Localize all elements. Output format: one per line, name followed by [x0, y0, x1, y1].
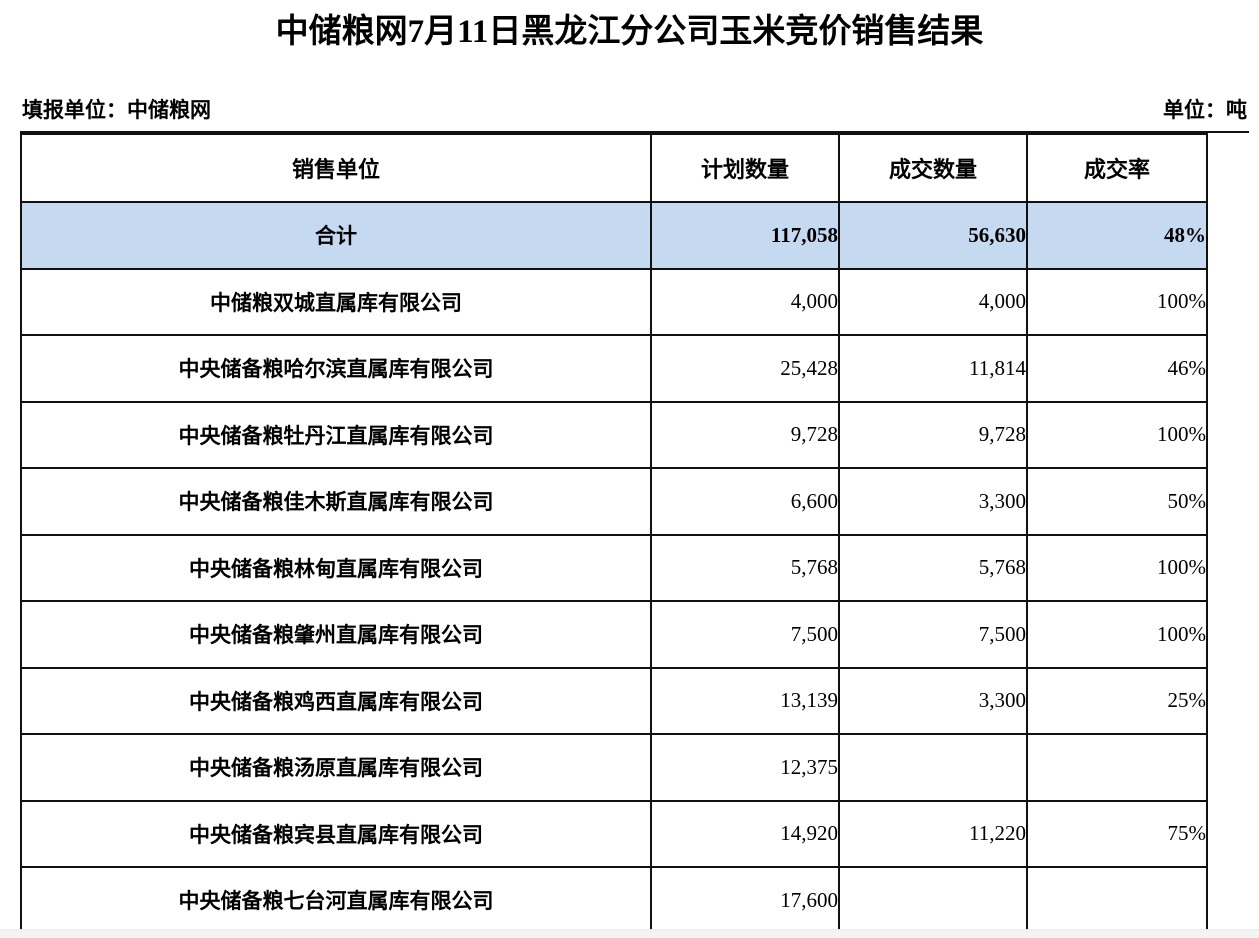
cell-trade-rate: 50%	[1026, 467, 1208, 536]
cell-planned-qty: 5,768	[650, 533, 840, 602]
col-header-trade-rate: 成交率	[1026, 133, 1208, 203]
cell-traded-qty	[838, 866, 1028, 935]
cell-trade-rate: 100%	[1026, 600, 1208, 669]
cell-sales-unit: 中央储备粮汤原直属库有限公司	[20, 733, 652, 802]
cell-planned-qty: 7,500	[650, 600, 840, 669]
cell-sales-unit: 中央储备粮鸡西直属库有限公司	[20, 666, 652, 735]
cell-trade-rate: 100%	[1026, 267, 1208, 336]
cell-traded-qty: 7,500	[838, 600, 1028, 669]
cell-sales-unit: 中央储备粮七台河直属库有限公司	[20, 866, 652, 935]
cell-trade-rate: 48%	[1026, 201, 1208, 270]
reporting-unit-label: 填报单位：中储粮网	[22, 98, 211, 122]
cell-traded-qty: 5,768	[838, 533, 1028, 602]
cell-trade-rate: 75%	[1026, 799, 1208, 868]
cell-planned-qty: 17,600	[650, 866, 840, 935]
header-divider	[20, 131, 1249, 133]
cell-sales-unit: 中央储备粮佳木斯直属库有限公司	[20, 467, 652, 536]
cell-planned-qty: 117,058	[650, 201, 840, 270]
unit-label: 单位：吨	[1163, 98, 1247, 122]
row-jiamusi: 中央储备粮佳木斯直属库有限公司 6,600 3,300 50%	[20, 467, 1208, 536]
cell-traded-qty: 11,814	[838, 334, 1028, 403]
subheader-row: 填报单位：中储粮网 单位：吨	[22, 98, 1247, 123]
cell-trade-rate: 100%	[1026, 400, 1208, 469]
row-shuangcheng: 中储粮双城直属库有限公司 4,000 4,000 100%	[20, 267, 1208, 336]
cell-traded-qty: 56,630	[838, 201, 1028, 270]
page-title: 中储粮网7月11日黑龙江分公司玉米竞价销售结果	[275, 14, 984, 50]
col-header-planned-qty: 计划数量	[650, 133, 840, 203]
table-header-row: 销售单位 计划数量 成交数量 成交率	[20, 133, 1208, 203]
cell-trade-rate: 25%	[1026, 666, 1208, 735]
row-lindian: 中央储备粮林甸直属库有限公司 5,768 5,768 100%	[20, 533, 1208, 602]
cell-traded-qty: 3,300	[838, 467, 1028, 536]
cell-sales-unit: 中央储备粮肇州直属库有限公司	[20, 600, 652, 669]
cell-traded-qty: 4,000	[838, 267, 1028, 336]
cell-planned-qty: 13,139	[650, 666, 840, 735]
cell-sales-unit: 中央储备粮宾县直属库有限公司	[20, 799, 652, 868]
cell-planned-qty: 12,375	[650, 733, 840, 802]
cell-planned-qty: 14,920	[650, 799, 840, 868]
cell-planned-qty: 6,600	[650, 467, 840, 536]
cell-sales-unit: 中央储备粮牡丹江直属库有限公司	[20, 400, 652, 469]
row-harbin: 中央储备粮哈尔滨直属库有限公司 25,428 11,814 46%	[20, 334, 1208, 403]
cell-sales-unit: 中储粮双城直属库有限公司	[20, 267, 652, 336]
cell-trade-rate: 100%	[1026, 533, 1208, 602]
cell-trade-rate	[1026, 733, 1208, 802]
row-qitaihe: 中央储备粮七台河直属库有限公司 17,600	[20, 866, 1208, 935]
cell-planned-qty: 25,428	[650, 334, 840, 403]
total-row: 合计 117,058 56,630 48%	[20, 201, 1208, 270]
row-mudanjiang: 中央储备粮牡丹江直属库有限公司 9,728 9,728 100%	[20, 400, 1208, 469]
row-tangyuan: 中央储备粮汤原直属库有限公司 12,375	[20, 733, 1208, 802]
col-header-sales-unit: 销售单位	[20, 133, 652, 203]
cell-planned-qty: 9,728	[650, 400, 840, 469]
cell-sales-unit: 合计	[20, 201, 652, 270]
bottom-scrollbar-track	[0, 929, 1259, 938]
cell-sales-unit: 中央储备粮林甸直属库有限公司	[20, 533, 652, 602]
cell-trade-rate: 46%	[1026, 334, 1208, 403]
col-header-traded-qty: 成交数量	[838, 133, 1028, 203]
cell-sales-unit: 中央储备粮哈尔滨直属库有限公司	[20, 334, 652, 403]
cell-planned-qty: 4,000	[650, 267, 840, 336]
cell-trade-rate	[1026, 866, 1208, 935]
row-zhaozhou: 中央储备粮肇州直属库有限公司 7,500 7,500 100%	[20, 600, 1208, 669]
row-jixi: 中央储备粮鸡西直属库有限公司 13,139 3,300 25%	[20, 666, 1208, 735]
cell-traded-qty: 11,220	[838, 799, 1028, 868]
cell-traded-qty: 9,728	[838, 400, 1028, 469]
row-binxian: 中央储备粮宾县直属库有限公司 14,920 11,220 75%	[20, 799, 1208, 868]
results-table: 销售单位 计划数量 成交数量 成交率 合计 117,058 56,630 48%…	[20, 133, 1208, 935]
cell-traded-qty: 3,300	[838, 666, 1028, 735]
cell-traded-qty	[838, 733, 1028, 802]
